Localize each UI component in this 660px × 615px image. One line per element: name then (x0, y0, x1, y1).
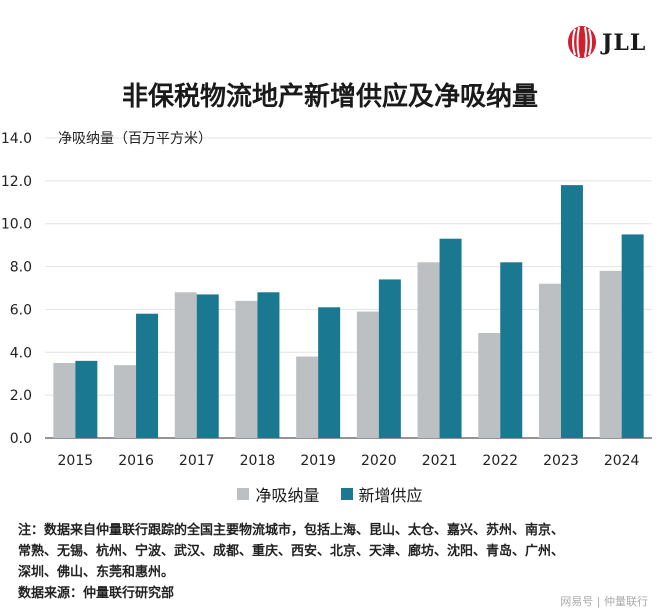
legend-label-supply: 新增供应 (358, 486, 423, 505)
bar-chart: 0.0 2.0 4.0 6.0 8.0 10.0 12.0 14.0 净吸纳量（百万平方米） 20… (1, 131, 652, 469)
legend-swatch-absorption (237, 488, 250, 500)
x-tick-label: 2023 (543, 453, 579, 469)
bar-supply (560, 185, 583, 438)
y-tick-label: 2.0 (10, 388, 32, 404)
bar-supply (621, 234, 644, 438)
y-tick-label: 6.0 (10, 302, 32, 318)
x-tick-label: 2019 (300, 453, 336, 469)
legend-item-supply: 新增供应 (340, 482, 423, 506)
footnote: 注：数据来自仲量联行跟踪的全国主要物流城市，包括上海、昆山、太仓、嘉兴、苏州、南… (18, 520, 638, 604)
bar-absorption (356, 311, 379, 438)
bar-supply (75, 360, 98, 438)
x-tick-label: 2018 (240, 453, 276, 469)
y-tick-label: 4.0 (10, 345, 32, 361)
x-tick-label: 2017 (179, 453, 215, 469)
jll-logo-icon (568, 26, 596, 58)
bar-supply (257, 292, 280, 438)
jll-logo: JLL (566, 24, 656, 64)
y-tick-label: 10.0 (1, 217, 32, 233)
bar-supply (136, 313, 159, 438)
bar-supply (196, 294, 219, 438)
bar-absorption (174, 292, 197, 438)
x-tick-label: 2016 (118, 453, 154, 469)
bar-absorption (599, 270, 622, 438)
bar-absorption (538, 283, 561, 438)
bar-supply (439, 238, 462, 438)
x-tick-label: 2020 (361, 453, 397, 469)
legend-label-absorption: 净吸纳量 (255, 486, 320, 505)
bar-supply (500, 262, 523, 438)
y-tick-label: 0.0 (10, 431, 32, 447)
footnote-line: 常熟、无锡、杭州、宁波、武汉、成都、重庆、西安、北京、天津、廊坊、沈阳、青岛、广… (18, 544, 565, 559)
bar-absorption (296, 356, 319, 438)
x-tick-label: 2021 (422, 453, 458, 469)
bar-absorption (114, 365, 137, 438)
y-axis-label: 净吸纳量（百万平方米） (58, 131, 212, 147)
y-tick-label: 8.0 (10, 260, 32, 276)
y-tick-label: 12.0 (1, 174, 32, 190)
legend-swatch-supply (340, 488, 353, 500)
x-tick-label: 2024 (604, 453, 640, 469)
footnote-line: 注：数据来自仲量联行跟踪的全国主要物流城市，包括上海、昆山、太仓、嘉兴、苏州、南… (18, 523, 565, 538)
bar-absorption (235, 300, 258, 438)
bar-absorption (53, 363, 76, 438)
bar-supply (378, 279, 401, 438)
logo-text: JLL (602, 30, 647, 56)
x-tick-label: 2015 (58, 453, 94, 469)
footnote-line: 深圳、佛山、东莞和惠州。 (18, 565, 175, 580)
bar-absorption (478, 333, 501, 438)
bar-absorption (417, 262, 440, 438)
watermark: 网易号 | 仲量联行 (560, 595, 648, 608)
bar-supply (318, 307, 341, 438)
source-line: 数据来源：仲量联行研究部 (18, 586, 175, 601)
chart-title: 非保税物流地产新增供应及净吸纳量 (121, 82, 538, 112)
y-tick-label: 14.0 (1, 131, 32, 147)
legend: 净吸纳量 新增供应 (0, 482, 660, 506)
legend-item-absorption: 净吸纳量 (237, 482, 319, 506)
x-tick-label: 2022 (482, 453, 518, 469)
